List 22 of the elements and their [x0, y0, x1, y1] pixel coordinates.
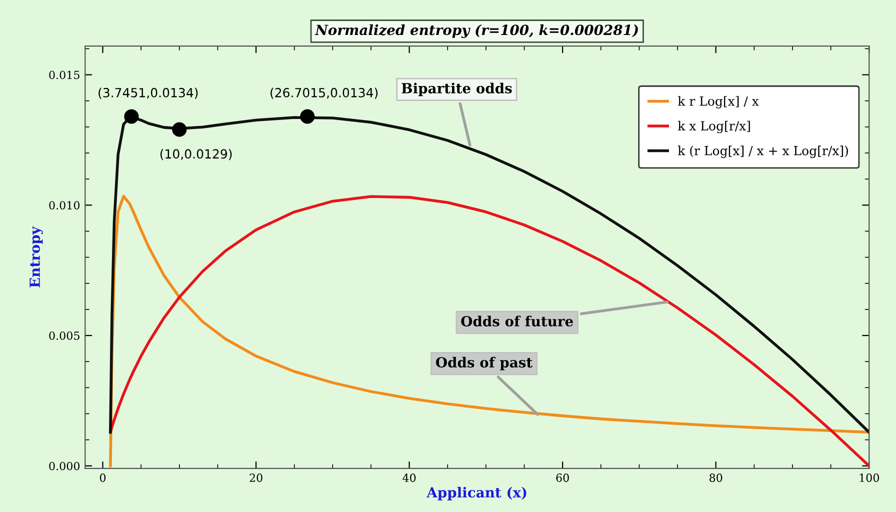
- annotation: Bipartite odds: [402, 82, 512, 96]
- x-tick-label: 60: [556, 474, 569, 482]
- y-tick-label: 0.010: [49, 201, 80, 210]
- data-label: (26.7015,0.0134): [270, 88, 378, 99]
- x-axis-title: Applicant (x): [426, 486, 526, 500]
- x-tick-label: 20: [250, 474, 262, 482]
- data-label: (3.7451,0.0134): [98, 88, 198, 99]
- annotation: Odds of past: [436, 356, 533, 370]
- x-tick-label: 80: [710, 474, 722, 482]
- y-tick-label: 0.000: [49, 462, 80, 470]
- x-tick-label: 100: [860, 474, 879, 482]
- y-tick-label: 0.005: [49, 331, 80, 340]
- data-label: (10,0.0129): [160, 148, 232, 160]
- x-tick-label: 0: [100, 474, 106, 482]
- legend-label: k r Log[x] / x: [678, 96, 759, 108]
- y-tick-label: 0.015: [49, 70, 80, 80]
- chart-title: Normalized entropy (r=100, k=0.000281): [314, 24, 638, 38]
- annotation: Odds of future: [461, 316, 573, 326]
- legend-label: k x Log[r/x]: [678, 120, 750, 134]
- legend-label: k (r Log[x] / x + x Log[r/x]): [678, 146, 848, 158]
- x-tick-label: 40: [402, 474, 416, 482]
- y-axis-title: Entropy: [30, 226, 43, 288]
